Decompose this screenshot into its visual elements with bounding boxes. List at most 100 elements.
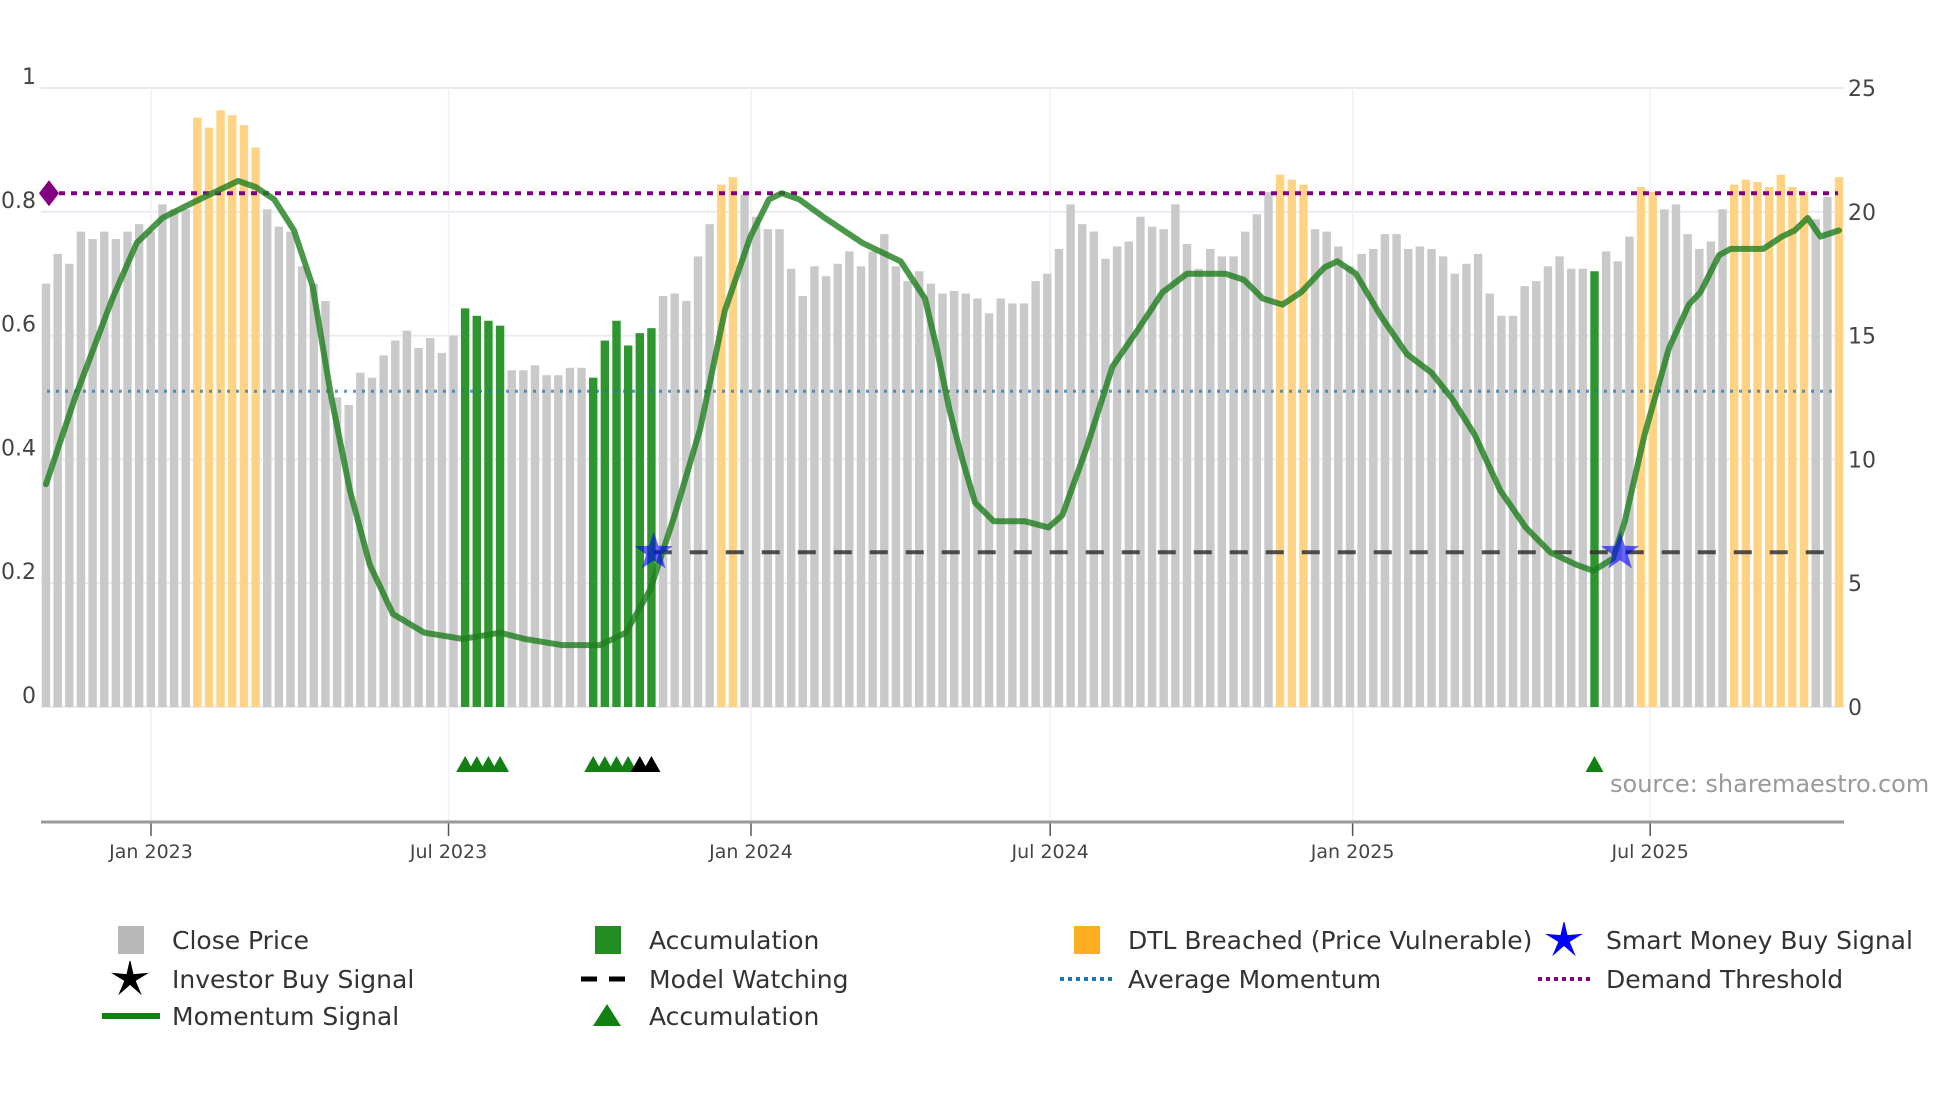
x-tick-label: Jul 2025 [1611,841,1689,863]
close-price-bar [1206,248,1215,707]
dtl-breached-bar [1799,191,1809,707]
dtl-breached-bar [216,110,225,707]
close-price-bar [507,370,516,707]
dtl-breached-bar [1764,187,1774,708]
dtl-breached-bar [1776,174,1785,707]
accumulation-triangle-icon [467,756,486,772]
dtl-breached-bar [239,125,249,707]
accumulation-bar [460,308,470,707]
legend-item-close: Close Price [100,922,309,958]
close-price-bar [402,330,412,707]
close-price-bar [565,367,575,707]
accumulation-triangle-icon [491,756,510,772]
dtl-breached-swatch-icon [1074,926,1100,954]
close-price-bar [1415,246,1425,708]
left-axis-tick-label: 0.6 [1,313,36,338]
close-price-bar [1345,266,1355,707]
accumulation-swatch-icon [595,926,621,954]
close-price-bar [286,231,295,707]
close-price-bar [263,209,272,707]
x-tick-label: Jul 2023 [409,841,487,863]
right-axis-tick-label: 10 [1848,448,1876,473]
close-price-bar [554,375,563,707]
close-price-bar [670,293,679,707]
dtl-breached-bar [728,177,738,708]
accumulation-bar [495,325,505,707]
accumulation-triangle-icon [619,756,638,772]
legend-item-smart: Smart Money Buy Signal [1534,922,1913,958]
close-price-bar [821,276,831,707]
right-axis-tick-label: 0 [1848,696,1862,721]
close-price-bar [705,224,714,707]
close-price-bar [274,226,284,707]
close-price-bar [1147,226,1157,707]
close-price-bar [1136,216,1145,707]
close-price-bar [810,266,819,707]
close-price-bar [1392,234,1401,708]
close-price-bar [938,293,947,707]
close-price-bar [1357,253,1366,707]
green-triangle-icon [593,1004,621,1026]
close-price-bar [1695,248,1704,707]
close-price-bar [949,291,959,707]
dtl-breached-bar [193,117,202,708]
close-price-bar [915,271,924,707]
accumulation-triangle-icon [456,756,475,772]
close-price-bar [88,239,97,707]
close-price-bar [1438,256,1448,707]
dotted-blue-line-icon [1060,977,1114,981]
accumulation-triangle-icon [584,756,603,772]
legend-label: DTL Breached (Price Vulnerable) [1128,925,1533,955]
close-price-bar [1124,241,1133,707]
blue-star-icon [1545,922,1583,957]
close-price-bar [1706,241,1716,707]
accumulation-triangle-icon [607,756,626,772]
close-price-bar [1171,204,1180,707]
right-axis-tick-label: 5 [1848,572,1862,597]
close-price-bar [437,352,447,707]
close-price-bar [1671,204,1681,707]
accumulation-bar [635,333,644,707]
dtl-breached-bar [1299,184,1308,708]
close-price-bar [1404,248,1413,707]
close-price-bar [309,283,318,707]
close-price-bar [763,229,773,707]
close-price-bar [367,377,377,707]
close-price-bar [426,338,435,707]
close-price-bar [41,283,51,707]
close-price-bar [1555,256,1564,707]
dtl-breached-bar [1834,177,1844,708]
close-price-bar [542,375,551,707]
x-tick-label: Jan 2023 [108,841,193,863]
close-price-bar [1520,286,1529,707]
accumulation-triangle-icon [1585,756,1604,772]
close-price-bar [1532,281,1541,707]
close-price-bar [297,266,307,707]
close-price-bar [519,370,528,707]
close-price-bar [76,231,86,707]
left-axis-tick-label: 0.4 [1,436,36,461]
legend-label: Close Price [172,925,310,955]
investor-buy-triangle-icon [630,756,649,772]
close-price-bar [344,404,353,707]
close-price-bar [1264,191,1273,707]
legend-label: Smart Money Buy Signal [1606,925,1913,955]
dtl-breached-bar [228,115,237,707]
dtl-breached-bar [1275,174,1285,707]
black-star-icon [111,961,149,996]
close-price-bar [1450,273,1459,707]
right-axis-tick-label: 15 [1848,325,1876,350]
close-price-bar [1625,236,1634,707]
dotted-purple-line-icon [1538,977,1592,981]
close-price-bar [1601,251,1611,707]
accumulation-bar [647,328,656,707]
demand-threshold-diamond-icon [39,180,59,207]
close-price-bar [1019,303,1029,707]
close-price-bar [1823,196,1832,707]
close-price-bar [845,251,854,707]
price-bars [41,110,1844,708]
close-price-bar [123,231,132,707]
close-price-bar [181,209,190,707]
green-line-icon [102,1013,160,1019]
